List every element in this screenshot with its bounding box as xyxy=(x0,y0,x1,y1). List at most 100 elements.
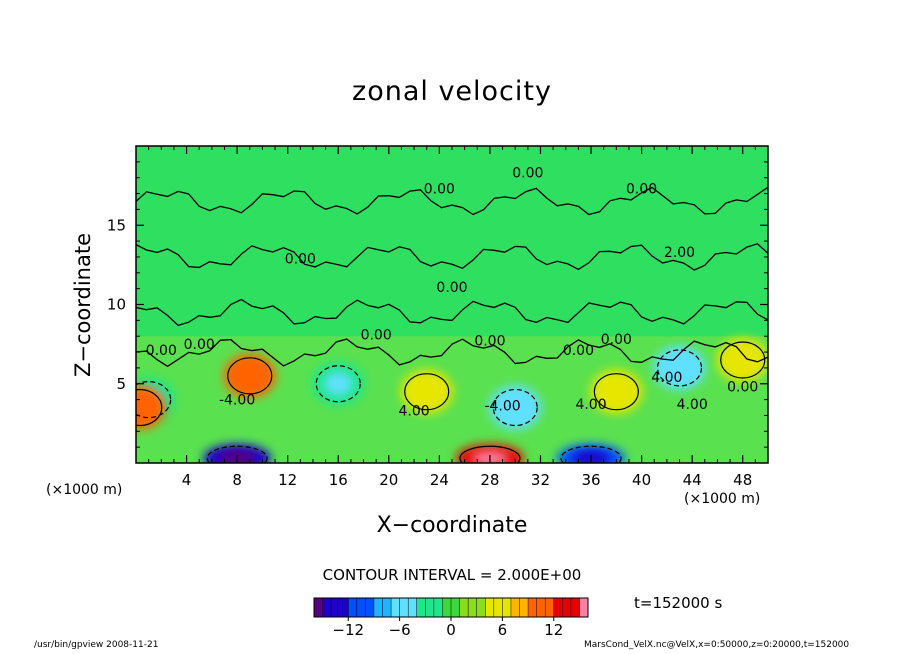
y-tick-label: 5 xyxy=(116,375,126,393)
colorbar-segment xyxy=(391,598,401,617)
colorbar-segment xyxy=(331,598,341,617)
colorbar-segment xyxy=(562,598,572,617)
y-tick-label: 15 xyxy=(107,216,126,234)
contour-line xyxy=(593,373,639,411)
time-label: t=152000 s xyxy=(634,594,723,612)
contour-line xyxy=(315,365,361,403)
colorbar-segment xyxy=(442,598,452,617)
x-tick-label: 36 xyxy=(581,471,600,489)
x-tick-label: 32 xyxy=(531,471,550,489)
colorbar-segment xyxy=(545,598,555,617)
contour-label: 0.00 xyxy=(727,380,758,396)
colorbar-segment xyxy=(314,598,324,617)
colorbar-segment xyxy=(493,598,503,617)
field-feature-core xyxy=(602,379,631,404)
contour-line xyxy=(560,445,622,463)
field-feature-core xyxy=(728,347,758,373)
footer-program-date: /usr/bin/gpview 2008-11-21 xyxy=(34,640,159,650)
field-band xyxy=(136,146,768,257)
field-feature-core xyxy=(323,371,353,396)
colorbar-segment xyxy=(579,598,589,617)
contour-lines xyxy=(136,186,768,463)
x-tick-label: 44 xyxy=(683,471,702,489)
contour-label: 0.00 xyxy=(285,251,316,267)
contour-line xyxy=(227,357,273,395)
x-tick-label: 8 xyxy=(232,471,242,489)
field-feature-core xyxy=(235,363,265,388)
contour-line xyxy=(459,445,521,463)
colorbar-segment xyxy=(459,598,469,617)
colorbar-segment xyxy=(570,598,580,617)
colorbar-segment xyxy=(485,598,495,617)
footer-data-source: MarsCond_VelX.nc@VelX,x=0:50000,z=0:2000… xyxy=(584,640,850,650)
colorbar-segment xyxy=(373,598,383,617)
contour-label: 0.00 xyxy=(512,166,543,182)
colorbar-segment xyxy=(451,598,461,617)
field-band xyxy=(136,256,768,337)
colorbar-tick-label: −12 xyxy=(332,621,364,639)
colorbar-segment xyxy=(408,598,418,617)
contour-label: 0.00 xyxy=(424,182,455,198)
x-unit-label-right: (×1000 m) xyxy=(684,491,761,507)
x-tick-label: 24 xyxy=(430,471,449,489)
contour-interval-label: CONTOUR INTERVAL = 2.000E+00 xyxy=(322,566,582,584)
contour-line xyxy=(136,381,172,419)
field-feature-core xyxy=(412,379,442,404)
colorbar-segment xyxy=(476,598,486,617)
chart-title: zonal velocity xyxy=(352,76,552,107)
x-tick-label: 40 xyxy=(632,471,651,489)
colorbar-segment xyxy=(528,598,538,617)
y-axis-label: Z−coordinate xyxy=(71,233,95,377)
contour-line xyxy=(136,298,768,327)
contour-line xyxy=(206,445,268,463)
x-tick-label: 28 xyxy=(480,471,499,489)
contour-label: 0.00 xyxy=(146,343,177,359)
contour-label: 0.00 xyxy=(626,182,657,198)
colorbar-tick-label: 0 xyxy=(446,621,456,639)
field-feature-core xyxy=(500,395,530,420)
velocity-field xyxy=(136,146,768,463)
contour-label: 0.00 xyxy=(474,334,505,350)
colorbar-segment xyxy=(322,598,332,617)
colorbar-segment xyxy=(468,598,478,617)
contour-label: 4.00 xyxy=(677,397,708,413)
colorbar-tick-label: 12 xyxy=(544,621,563,639)
colorbar-segment xyxy=(536,598,546,617)
x-tick-label: 20 xyxy=(379,471,398,489)
contour-line xyxy=(136,243,768,271)
colorbar-segment xyxy=(382,598,392,617)
contour-line xyxy=(404,373,450,411)
colorbar-segment xyxy=(510,598,520,617)
field-feature-core xyxy=(136,395,155,420)
contour-label: 0.00 xyxy=(184,337,215,353)
contour-label: 0.00 xyxy=(563,343,594,359)
colorbar-segment xyxy=(348,598,358,617)
contour-line xyxy=(656,349,703,387)
contour-label: 0.00 xyxy=(436,280,467,296)
field-feature-core xyxy=(665,355,694,380)
contour-line xyxy=(136,338,768,368)
contour-label: 0.00 xyxy=(601,332,632,348)
colorbar-tick-label: −6 xyxy=(389,621,411,639)
contour-line xyxy=(136,388,163,427)
x-tick-label: 12 xyxy=(278,471,297,489)
y-tick-label: 10 xyxy=(107,296,126,314)
contour-line xyxy=(720,341,766,379)
x-tick-label: 4 xyxy=(182,471,192,489)
contour-label: 2.00 xyxy=(664,245,695,261)
x-tick-label: 48 xyxy=(733,471,752,489)
colorbar-segment xyxy=(425,598,435,617)
colorbar-segment xyxy=(365,598,375,617)
colorbar-segment xyxy=(399,598,409,617)
colorbar: −12 −6 0 6 12 xyxy=(313,597,589,639)
contour-line xyxy=(492,388,538,427)
contour-label: -4.00 xyxy=(484,399,520,415)
colorbar-segment xyxy=(416,598,426,617)
colorbar-segment xyxy=(356,598,366,617)
colorbar-segment xyxy=(502,598,512,617)
contour-label: 0.00 xyxy=(361,327,392,343)
contour-label: 4.00 xyxy=(575,397,606,413)
x-tick-label: 16 xyxy=(329,471,348,489)
